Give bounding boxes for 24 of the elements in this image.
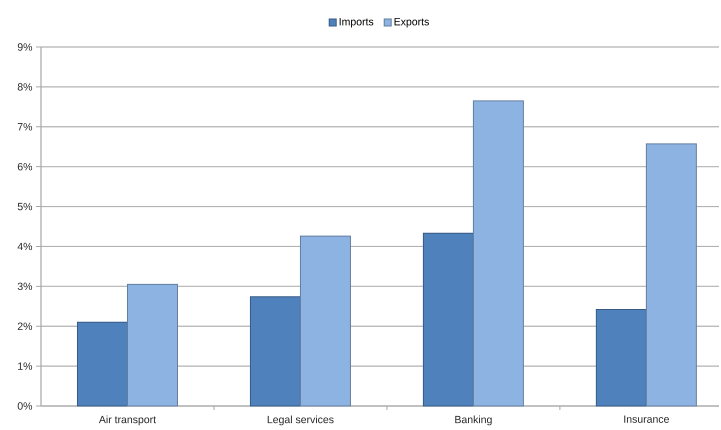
y-tick-label: 9% [18,43,32,51]
y-tick-label: 1% [18,362,32,370]
y-tick-label: 7% [18,123,32,130]
y-tick-label: 6% [18,162,32,170]
x-tick-label: Legal services [268,416,334,426]
bar [126,284,178,406]
legend-label: Exports [394,18,429,28]
bar [422,232,474,406]
legend-label: Imports [340,18,374,28]
y-tick-label: 2% [18,322,32,330]
y-tick-label: 0% [18,402,32,410]
bar [250,296,301,406]
bar [76,322,128,406]
bar [646,143,697,406]
bar [596,308,647,406]
y-tick-label: 4% [18,242,32,250]
x-tick-label: Insurance [624,416,669,423]
bar [472,100,524,406]
x-tick-label: Banking [455,416,492,426]
x-tick-label: Air transport [98,416,156,426]
y-tick-label: 5% [18,202,32,210]
bar [300,236,351,406]
y-tick-label: 3% [18,282,32,290]
y-tick-label: 8% [18,83,32,91]
